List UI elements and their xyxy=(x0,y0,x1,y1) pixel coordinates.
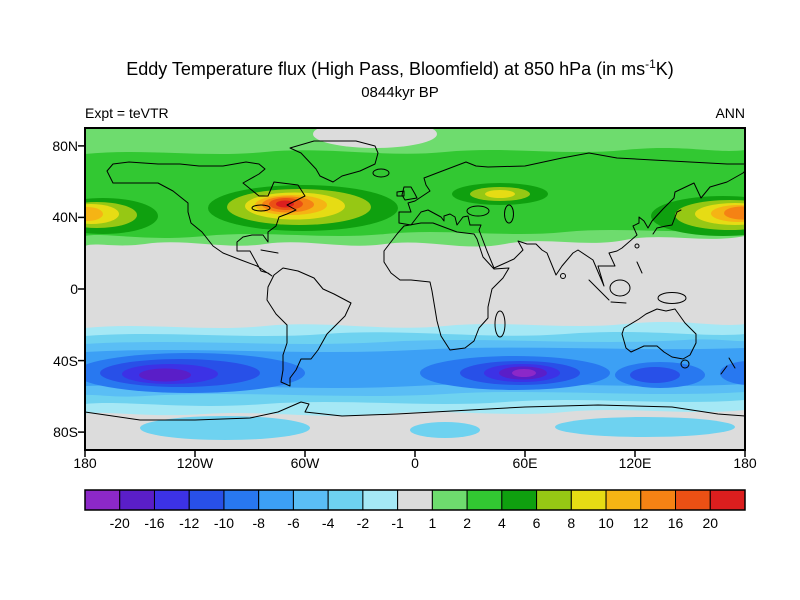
coast-south-america xyxy=(266,267,352,387)
contour-field xyxy=(85,128,745,450)
colorbar-tick-label: 20 xyxy=(702,515,718,531)
coast-cuba xyxy=(260,249,279,254)
coast-new-guinea xyxy=(657,292,687,304)
colorbar-cell xyxy=(119,489,155,511)
coast-iceland xyxy=(372,168,390,178)
lat-tick-label-80n: 80N xyxy=(52,138,78,154)
colorbar-tick-label: 1 xyxy=(428,515,436,531)
lon-tick-label-0: 0 xyxy=(411,455,419,471)
colorbar-tick-label: -6 xyxy=(287,515,300,531)
coast-indonesia xyxy=(588,261,643,304)
lat-tick-label-eq: 0 xyxy=(70,281,78,297)
lon-tick-label-180w: 180 xyxy=(73,455,97,471)
coast-australia xyxy=(621,308,697,360)
coast-taiwan xyxy=(634,243,640,249)
colorbar-tick-label: -10 xyxy=(214,515,234,531)
colorbar-cell xyxy=(292,489,329,511)
plot-title-superscript: -1 xyxy=(645,57,656,71)
coast-sri-lanka xyxy=(560,273,566,279)
coast-borneo xyxy=(609,279,631,297)
lon-tick-label-120w: 120W xyxy=(176,455,214,471)
colorbar-cell xyxy=(258,489,294,511)
coast-caspian-sea xyxy=(504,204,514,224)
map-frame xyxy=(84,127,746,451)
colorbar-tick-label: -20 xyxy=(110,515,130,531)
coast-japan xyxy=(652,209,682,235)
coast-new-zealand xyxy=(720,357,736,375)
colorbar-cell xyxy=(709,489,746,511)
field-antarctic-patch-east xyxy=(555,417,735,437)
coast-antarctica xyxy=(85,401,745,421)
coast-north-america xyxy=(106,161,306,277)
world-map xyxy=(78,127,746,457)
colorbar: -20 -16 -12 -10 -8 -6 -4 -2 -1 1 2 4 6 8 10 12 16 20 xyxy=(84,489,746,531)
lat-tick-label-40n: 40N xyxy=(52,209,78,225)
colorbar-tick-label: -16 xyxy=(144,515,164,531)
coast-madagascar xyxy=(494,310,506,338)
coastlines xyxy=(85,140,745,421)
field-natl-max-core xyxy=(276,200,294,208)
colorbar-cell xyxy=(605,489,642,511)
colorbar-cell xyxy=(327,489,364,511)
colorbar-cell xyxy=(153,489,190,511)
field-saus-min-core xyxy=(630,367,680,383)
plot-title-end: K) xyxy=(655,59,674,79)
coast-africa xyxy=(383,222,510,351)
colorbar-cell xyxy=(431,489,468,511)
colorbar-tick-label: 2 xyxy=(463,515,471,531)
colorbar-tick-label: 12 xyxy=(633,515,649,531)
colorbar-tick-label: 16 xyxy=(668,515,684,531)
colorbar-cell xyxy=(466,489,503,511)
axis-ticks xyxy=(78,145,746,457)
colorbar-cell xyxy=(188,489,225,511)
colorbar-cell xyxy=(397,489,433,511)
colorbar-cell xyxy=(675,489,711,511)
coast-greenland xyxy=(289,140,379,183)
field-antarctic-patch-central xyxy=(410,422,480,438)
colorbar-tick-label: -8 xyxy=(252,515,265,531)
field-sepac-min-core xyxy=(139,368,191,382)
colorbar-tick-label: 8 xyxy=(567,515,575,531)
field-russia-max-core xyxy=(485,190,515,198)
colorbar-tick-label: -4 xyxy=(322,515,335,531)
lon-tick-label-180e: 180 xyxy=(733,455,757,471)
colorbar-cell xyxy=(640,489,677,511)
colorbar-tick-label: -1 xyxy=(391,515,404,531)
colorbar-tick-label: -2 xyxy=(357,515,370,531)
colorbar-border xyxy=(84,489,746,511)
colorbar-tick-label: -12 xyxy=(179,515,199,531)
colorbar-cell xyxy=(84,489,121,511)
plot-title: Eddy Temperature flux (High Pass, Bloomf… xyxy=(0,57,800,80)
lon-tick-label-60e: 60E xyxy=(512,455,538,471)
field-spac-edge-ring-8-10 xyxy=(720,361,745,385)
lat-tick-label-80s: 80S xyxy=(53,424,78,440)
coast-black-sea xyxy=(466,205,490,217)
colorbar-tick-label: 10 xyxy=(598,515,614,531)
field-npac-max-core xyxy=(724,206,745,220)
colorbar-cell xyxy=(501,489,538,511)
colorbar-tick-label: 6 xyxy=(533,515,541,531)
colorbar-cell xyxy=(223,489,260,511)
coast-great-lakes xyxy=(251,204,271,212)
lon-tick-label-60w: 60W xyxy=(290,455,320,471)
colorbar-cell xyxy=(536,489,572,511)
plot-subtitle-time: 0844kyr BP xyxy=(361,84,439,101)
lon-tick-label-120e: 120E xyxy=(618,455,652,471)
season-label: ANN xyxy=(715,105,745,121)
field-sind-min-core xyxy=(512,369,536,377)
coast-tasmania xyxy=(680,359,690,369)
field-antarctic-patch-west xyxy=(140,416,310,440)
experiment-label: Expt = teVTR xyxy=(85,105,169,121)
lat-tick-label-40s: 40S xyxy=(53,353,78,369)
coast-eurasia xyxy=(398,152,745,287)
field-npac-wrap-core xyxy=(85,207,103,221)
plot-title-main: Eddy Temperature flux (High Pass, Bloomf… xyxy=(126,59,646,79)
colorbar-cell xyxy=(570,489,607,511)
colorbar-cell xyxy=(362,489,399,511)
coast-britain-ireland xyxy=(396,186,418,201)
colorbar-tick-label: 4 xyxy=(498,515,506,531)
field-arctic-near-zero-patch xyxy=(313,128,437,148)
